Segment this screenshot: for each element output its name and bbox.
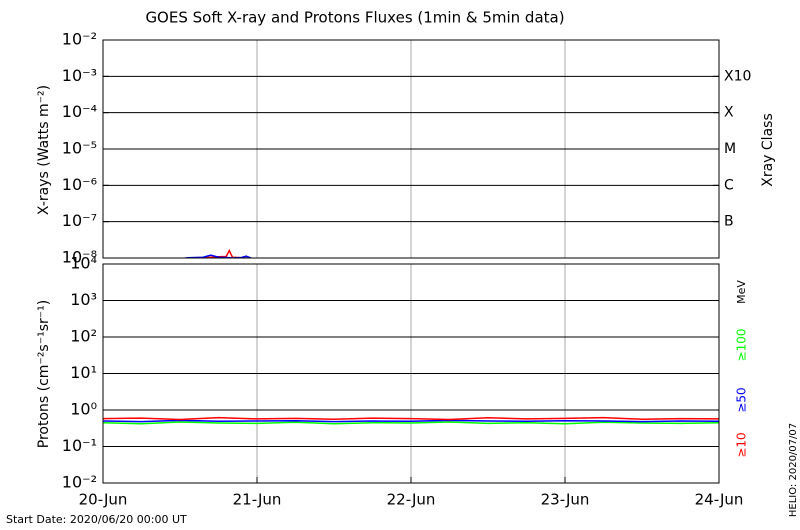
- data-line: [103, 421, 719, 425]
- y-tick-label: 10³: [70, 290, 97, 309]
- y-tick-label: 10⁴: [70, 254, 97, 273]
- unit-label: MeV: [735, 280, 748, 304]
- chart-title: GOES Soft X-ray and Protons Fluxes (1min…: [145, 9, 564, 27]
- start-date: Start Date: 2020/06/20 00:00 UT: [6, 513, 187, 526]
- class-label: C: [724, 177, 734, 193]
- x-tick-label: 23-Jun: [541, 491, 590, 509]
- y-tick-label: 10⁻²: [62, 473, 97, 492]
- y-tick-label: 10⁻¹: [62, 436, 97, 455]
- legend-label: ≥50: [735, 387, 749, 412]
- x-tick-label: 24-Jun: [695, 491, 744, 509]
- legend-label: ≥10: [735, 432, 749, 457]
- data-line: [103, 416, 719, 421]
- y-axis-label: X-rays (Watts m⁻²): [36, 85, 52, 215]
- x-tick-label: 21-Jun: [233, 491, 282, 509]
- y-tick-label: 10¹: [70, 363, 97, 382]
- y-tick-label: 10⁻³: [62, 66, 97, 85]
- credit: HELIO: 2020/07/07: [788, 423, 799, 517]
- panel-frame: [102, 39, 720, 259]
- y2-axis-label: Xray Class: [760, 113, 776, 187]
- x-tick-label: 20-Jun: [79, 491, 128, 509]
- class-label: X10: [724, 68, 751, 84]
- y-tick-label: 10⁻²: [62, 30, 97, 49]
- class-label: X: [724, 105, 734, 121]
- y-tick-label: 10⁰: [70, 400, 97, 419]
- y-axis-label: Protons (cm⁻²s⁻¹sr⁻¹): [36, 300, 52, 449]
- y-tick-label: 10²: [70, 327, 97, 346]
- class-label: B: [724, 214, 734, 230]
- panel-frame: [102, 263, 720, 484]
- y-tick-label: 10⁻⁶: [62, 175, 97, 194]
- legend-label: ≥100: [735, 329, 749, 362]
- plot-area: [103, 416, 719, 425]
- class-label: M: [724, 141, 736, 157]
- y-tick-label: 10⁻⁷: [62, 211, 97, 230]
- y-tick-label: 10⁻⁵: [62, 139, 97, 158]
- y-tick-label: 10⁻⁴: [62, 102, 97, 121]
- y-tick-label: 10⁻⁸: [62, 248, 97, 267]
- data-line: [103, 419, 719, 423]
- x-tick-label: 22-Jun: [387, 491, 436, 509]
